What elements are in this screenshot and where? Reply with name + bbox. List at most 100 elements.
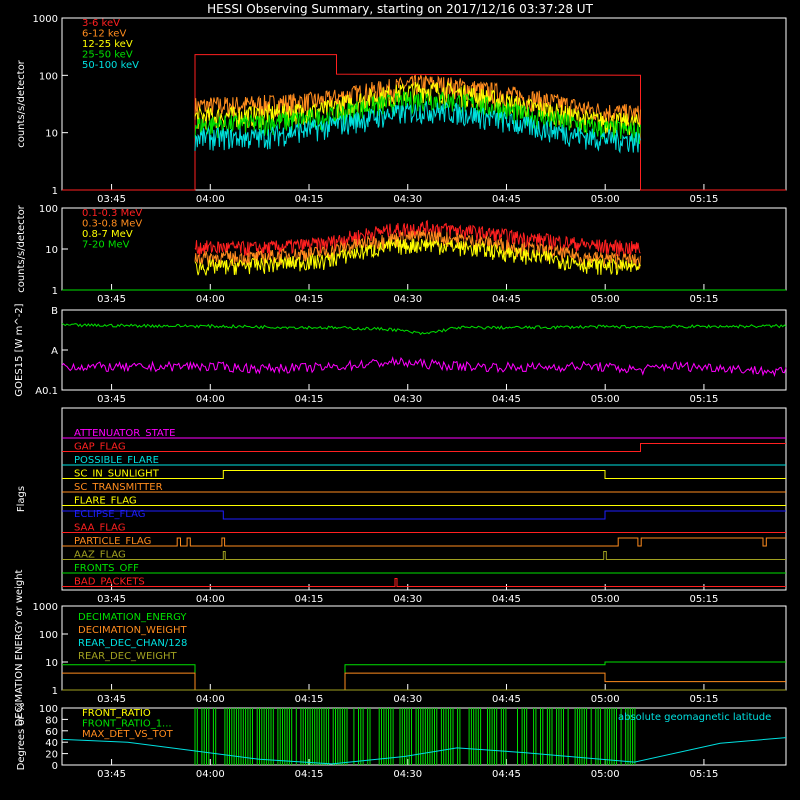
y-axis-label: counts/s/detector	[16, 204, 27, 292]
x-tick-label: 04:00	[196, 769, 225, 780]
legend-entry: 0.1-0.3 MeV	[82, 208, 142, 219]
panel-1: counts/s/detector 1 10 100 1000 03:45 04:00 04:…	[16, 14, 787, 205]
y-tick-label: A	[51, 346, 58, 357]
chart-title: HESSI Observing Summary, starting on 201…	[207, 2, 593, 16]
x-tick-label: 04:45	[492, 194, 521, 205]
flag-label: BAD_PACKETS	[74, 577, 145, 588]
panel-frame	[61, 407, 787, 591]
x-tick-label: 04:45	[492, 594, 521, 605]
y-tick-label: 10	[45, 245, 58, 256]
series-line	[62, 54, 786, 191]
flag-line	[62, 551, 786, 560]
x-tick-label: 04:15	[295, 769, 324, 780]
x-tick-label: 04:00	[196, 594, 225, 605]
x-tick-label: 04:15	[295, 294, 324, 305]
legend-entry: 6-12 keV	[82, 29, 126, 40]
x-tick-label: 05:15	[690, 594, 719, 605]
x-tick-label: 03:45	[97, 769, 126, 780]
legend-entry: FRONT_RATIO	[82, 708, 151, 719]
panel-frame	[61, 707, 787, 766]
x-tick-label: 05:15	[690, 294, 719, 305]
series-line	[61, 323, 787, 336]
series-line	[194, 708, 636, 765]
y-tick-label: 40	[45, 738, 58, 749]
x-tick-label: 05:15	[690, 194, 719, 205]
x-tick-label: 05:00	[591, 194, 620, 205]
flag-label: AAZ_FLAG	[74, 550, 126, 561]
legend-entry: REAR_DEC_CHAN/128	[78, 638, 187, 649]
x-tick-label: 03:45	[97, 594, 126, 605]
legend-entry: DECIMATION_ENERGY	[78, 612, 187, 623]
y-axis-label: Flags	[16, 486, 27, 512]
y-tick-label: 1	[52, 286, 58, 297]
legend-entry: 3-6 keV	[82, 18, 120, 29]
panel-2: counts/s/detector 1 10 100 03:45 04:00 04:15 04…	[16, 204, 787, 305]
x-tick-label: 04:00	[196, 394, 225, 405]
x-tick-label: 04:30	[393, 194, 422, 205]
x-tick-label: 04:30	[393, 294, 422, 305]
x-tick-label: 05:00	[591, 394, 620, 405]
y-tick-label: A0.1	[35, 386, 58, 397]
legend-entry: 25-50 keV	[82, 50, 133, 61]
flag-label: SAA_FLAG	[74, 523, 125, 534]
legend-entry: REAR_DEC_WEIGHT	[78, 651, 177, 662]
legend-entry: 0.8-7 MeV	[82, 229, 133, 240]
x-tick-label: 04:30	[393, 594, 422, 605]
x-tick-label: 03:45	[97, 394, 126, 405]
legend-entry: DECIMATION_WEIGHT	[78, 625, 187, 636]
legend-entry: 50-100 keV	[82, 60, 139, 71]
x-tick-label: 05:00	[591, 294, 620, 305]
y-tick-label: 60	[45, 727, 58, 738]
x-tick-label: 04:00	[196, 694, 225, 705]
x-tick-label: 04:00	[196, 194, 225, 205]
y-tick-label: 100	[39, 204, 58, 215]
y-tick-label: 80	[45, 715, 58, 726]
y-tick-label: 20	[45, 750, 58, 761]
flag-label: ECLIPSE_FLAG	[74, 509, 145, 520]
y-axis-label: DECIMATION ENERGY or weight	[14, 569, 25, 726]
panel-4: Flags 03:45 04:00 04:15 04:30 04:45 05:00 05:15…	[16, 407, 787, 605]
series-line	[194, 238, 641, 276]
x-tick-label: 04:45	[492, 694, 521, 705]
x-tick-label: 05:00	[591, 769, 620, 780]
x-tick-label: 04:45	[492, 294, 521, 305]
x-tick-label: 05:15	[690, 394, 719, 405]
flag-line	[62, 470, 786, 479]
flag-label: FRONTS_OFF	[74, 563, 139, 574]
flag-line	[62, 443, 786, 452]
x-tick-label: 04:00	[196, 294, 225, 305]
y-axis-label: counts/s/detector	[16, 59, 27, 147]
y-axis-label: Degrees or %	[16, 703, 27, 771]
x-tick-label: 03:45	[97, 194, 126, 205]
y-tick-label: 0	[52, 761, 58, 772]
legend-entry: FRONT_RATIO_1...	[82, 719, 172, 730]
flag-label: SC_IN_SUNLIGHT	[74, 469, 160, 480]
y-tick-label: B	[51, 306, 58, 317]
series-line	[61, 737, 787, 765]
panel-5: DECIMATION ENERGY or weight 1 10 100 1000 03:…	[14, 569, 787, 726]
x-tick-label: 05:15	[690, 694, 719, 705]
x-tick-label: 04:45	[492, 394, 521, 405]
series-line	[62, 661, 786, 691]
x-tick-label: 04:30	[393, 394, 422, 405]
x-tick-label: 04:30	[393, 769, 422, 780]
panel-frame	[61, 207, 787, 291]
y-tick-label: 100	[39, 71, 58, 82]
flag-label: GAP_FLAG	[74, 442, 126, 453]
series-line	[62, 672, 786, 691]
x-tick-label: 03:45	[97, 694, 126, 705]
y-tick-label: 1000	[33, 14, 58, 25]
x-tick-label: 04:15	[295, 694, 324, 705]
legend-entry: 7-20 MeV	[82, 240, 130, 251]
panel-frame	[61, 17, 787, 191]
y-tick-label: 1000	[33, 602, 58, 613]
panel-frame	[61, 309, 787, 391]
legend-entry: MAX_DET_VS_TOT	[82, 729, 174, 740]
y-tick-label: 10	[45, 129, 58, 140]
flag-line	[62, 578, 786, 587]
x-tick-label: 04:15	[295, 194, 324, 205]
legend-entry: 12-25 keV	[82, 39, 133, 50]
y-tick-label: 1	[52, 186, 58, 197]
flag-label: PARTICLE_FLAG	[74, 536, 151, 547]
